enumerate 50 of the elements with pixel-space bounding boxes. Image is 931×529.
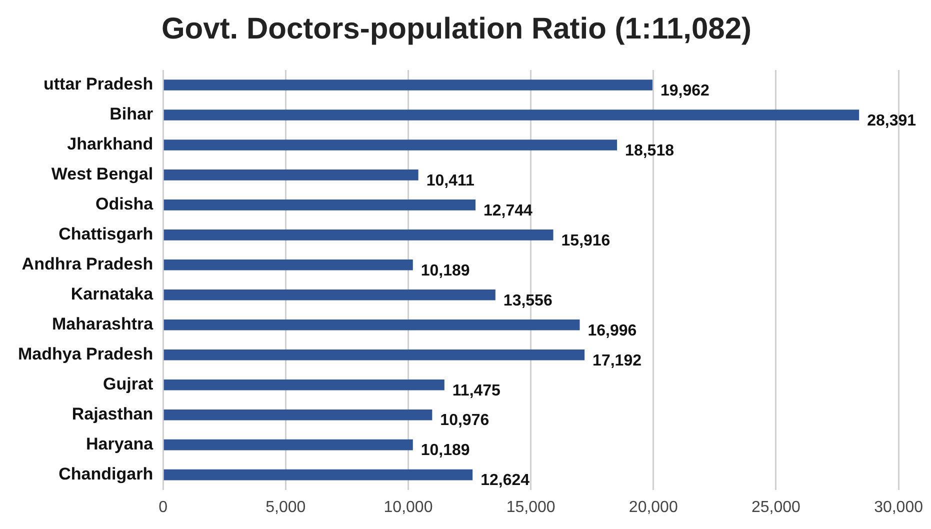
bar — [164, 140, 618, 150]
data-label: 10,976 — [440, 412, 490, 430]
x-tick-label: 10,000 — [384, 498, 433, 516]
data-label: 15,916 — [561, 232, 610, 250]
y-tick-label: Karnataka — [70, 284, 154, 304]
y-tick-label: Haryana — [86, 434, 154, 454]
y-tick-label: Gujrat — [103, 374, 154, 394]
data-label: 11,475 — [452, 382, 501, 400]
x-tick-label: 0 — [158, 498, 168, 516]
bar — [164, 319, 580, 330]
data-label: 10,189 — [420, 262, 470, 280]
bar — [164, 289, 496, 300]
data-label: 12,624 — [480, 472, 530, 490]
y-tick-label: West Bengal — [51, 164, 154, 184]
x-tick-label: 5,000 — [266, 498, 306, 516]
x-tick-label: 25,000 — [751, 498, 801, 516]
data-label: 13,556 — [503, 292, 552, 310]
data-label: 10,411 — [426, 172, 474, 190]
data-label: 12,744 — [484, 202, 533, 220]
bar — [164, 260, 413, 270]
x-tick-label: 15,000 — [506, 498, 556, 516]
bar — [164, 230, 554, 240]
y-tick-label: Rajasthan — [72, 404, 154, 424]
chart-title: Govt. Doctors-population Ratio (1:11,082) — [161, 12, 752, 46]
y-tick-label: uttar Pradesh — [44, 74, 154, 94]
y-tick-label: Maharashtra — [52, 314, 154, 334]
data-label: 28,391 — [867, 112, 916, 130]
data-label: 18,518 — [625, 142, 674, 160]
data-label: 16,996 — [588, 322, 637, 340]
bar — [164, 439, 413, 450]
y-tick-label: Madhya Pradesh — [18, 344, 154, 364]
bar — [164, 80, 652, 90]
y-tick-label: Odisha — [95, 194, 154, 214]
data-label: 10,189 — [420, 442, 470, 460]
y-tick-label: Bihar — [110, 104, 154, 124]
bar — [164, 409, 432, 420]
y-tick-label: Chandigarh — [58, 464, 154, 484]
bar — [164, 170, 418, 180]
bar — [164, 379, 444, 390]
x-tick-label: 20,000 — [628, 498, 678, 516]
x-tick-label: 30,000 — [874, 498, 924, 516]
data-label: 19,962 — [660, 82, 710, 100]
y-tick-label: Andhra Pradesh — [22, 254, 154, 274]
y-tick-label: Chattisgarh — [58, 224, 154, 244]
data-label: 17,192 — [592, 352, 642, 370]
y-tick-label: Jharkhand — [67, 134, 154, 154]
bar — [164, 110, 860, 120]
bar — [164, 469, 473, 480]
bar — [164, 349, 585, 360]
bar — [164, 200, 476, 210]
